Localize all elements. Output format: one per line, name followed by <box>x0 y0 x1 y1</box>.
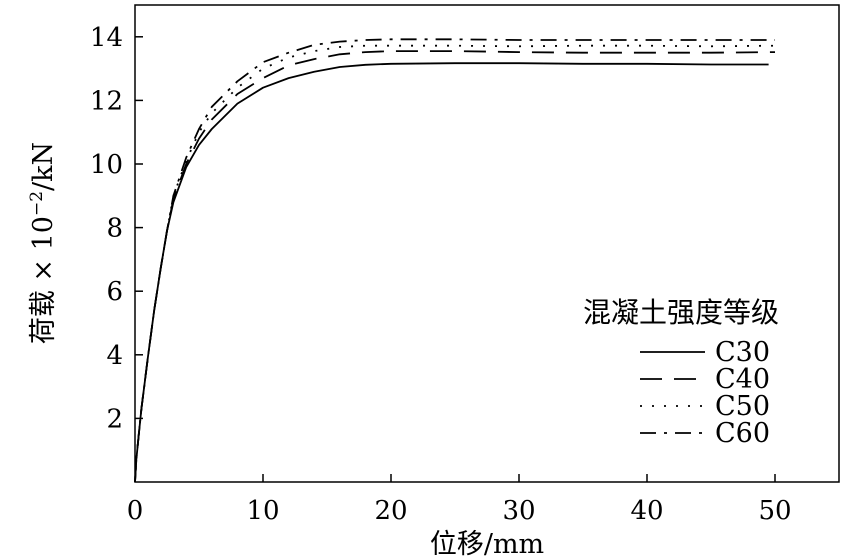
legend-label-c40: C40 <box>715 364 770 395</box>
y-tick-label: 12 <box>90 86 123 116</box>
y-tick-label: 8 <box>106 214 123 244</box>
legend-label-c50: C50 <box>715 391 770 422</box>
legend-label-c60: C60 <box>715 418 770 449</box>
y-axis-title-suffix: /kN <box>28 142 59 191</box>
y-axis: 2 4 6 8 10 12 14 <box>90 23 143 434</box>
x-axis: 0 10 20 30 40 50 <box>127 474 792 526</box>
y-tick-label: 10 <box>90 150 123 180</box>
x-tick-label: 50 <box>758 496 791 526</box>
x-tick-label: 30 <box>502 496 535 526</box>
x-tick-label: 40 <box>630 496 663 526</box>
legend-title: 混凝土强度等级 <box>583 296 779 329</box>
series-line-c60 <box>134 38 775 483</box>
y-tick-label: 14 <box>90 23 123 53</box>
y-axis-title: 荷载 × 10−2/kN <box>27 142 59 344</box>
x-tick-label: 0 <box>127 496 144 526</box>
series-line-c30 <box>134 62 769 483</box>
series-layer <box>134 38 776 483</box>
plot-frame <box>134 4 840 483</box>
y-axis-title-exponent: −2 <box>27 191 47 216</box>
x-tick-label: 10 <box>246 496 279 526</box>
series-line-c40 <box>134 50 776 483</box>
y-tick-label: 6 <box>106 277 123 307</box>
y-tick-label: 2 <box>106 404 123 434</box>
y-axis-title-prefix: 荷载 × 10 <box>28 216 59 344</box>
x-tick-label: 20 <box>374 496 407 526</box>
legend-label-c30: C30 <box>715 337 770 368</box>
x-axis-title: 位移/mm <box>430 529 544 559</box>
y-tick-label: 4 <box>106 341 123 371</box>
